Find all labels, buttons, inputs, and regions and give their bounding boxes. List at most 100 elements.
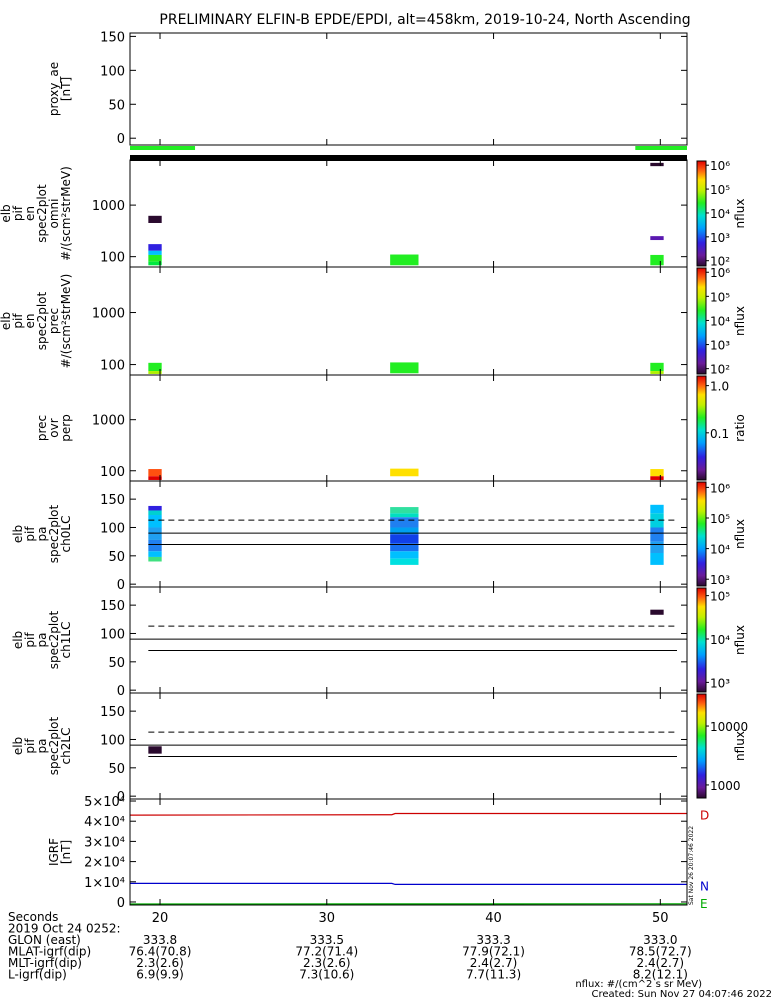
colorbar-gradient [696,587,707,693]
y-tick-label: 100 [100,521,125,536]
colorbar-ch2LC: 10000 1000 nflux [696,693,748,799]
data-cell [650,469,664,477]
data-cell [390,551,419,559]
y-axis-label: elb [0,312,13,330]
panel-frame [129,374,688,482]
data-cell [148,254,162,262]
panel-IGRF: D NE 5×10⁴ 4×10⁴ 3×10⁴ 2×10⁴ 1×10⁴ 0 IGRF[nT] [47,795,709,911]
y-tick-label: 1000 [92,307,125,322]
y-axis-label: elb [11,525,25,543]
footer-row-label: 2019 Oct 24 0252: [8,922,121,936]
footer-row-value: 2.3(2.6) [136,956,184,970]
colorbar-tick-label: 10² [710,255,730,269]
y-tick-label: 4×10⁴ [84,815,125,830]
y-tick-label: 1×10⁴ [84,876,125,891]
colorbar-label: nflux [733,625,747,655]
colorbar-tick-label: 10⁶ [710,481,730,495]
colorbar-tick-label: 10⁶ [710,159,730,173]
panel-frame [129,586,688,694]
data-cell [148,515,162,528]
x-tick-label: 30 [319,911,336,926]
panel-frame [129,266,688,376]
data-cell [650,527,664,542]
y-axis-label: #/(scm²strMeV) [59,274,73,369]
colorbar-ch0LC: 10⁶ 10⁵ 10⁴ 10³ nflux [696,481,747,587]
y-tick-label: 150 [100,599,125,614]
created-timestamp: Created: Sun Nov 27 04:07:46 2022 [592,989,772,1000]
data-cell [148,510,162,516]
colorbar-tick-label: 1000 [710,779,741,793]
footer-row-value: 77.9(72.1) [462,945,525,959]
y-tick-label: 0 [117,790,125,805]
data-cell [148,261,162,266]
y-axis-label: pif [23,632,37,648]
panel-frame [129,32,688,146]
footer-row-value: 2.3(2.6) [303,956,351,970]
y-axis-label: spec2plot [35,291,49,350]
colorbar-gradient [696,693,707,799]
orbit-bar [130,155,687,161]
data-cell [650,162,664,167]
y-axis-label: ch1LC [59,622,73,659]
colorbar-label: nflux [733,731,747,761]
coverage-bar [635,146,687,150]
colorbar-label: nflux [733,306,747,336]
data-cell [390,527,419,535]
series-line-D [129,812,687,816]
data-cell [390,517,419,528]
y-tick-label: 50 [108,656,125,671]
y-axis-label: spec2plot [47,504,61,563]
y-tick-label: 150 [100,493,125,508]
y-tick-label: 50 [108,550,125,565]
data-cell [148,539,162,552]
y-axis-label: elb [0,204,13,222]
y-tick-label: 100 [100,733,125,748]
y-tick-label: 5×10⁴ [84,795,125,810]
data-cell [650,254,664,266]
colorbar-gradient [696,481,707,587]
colorbar-gradient [696,160,707,267]
y-tick-label: 0 [117,132,125,147]
y-axis-label: pa [35,633,49,648]
panel-frame [129,159,688,268]
data-cell [650,552,664,565]
colorbar-ch1LC: 10⁵ 10⁴ 10³ nflux [696,587,747,693]
footer-row-value: 333.0 [643,933,677,947]
coverage-bar [130,146,196,150]
data-cell [650,371,664,374]
y-axis-label: IGRF [47,838,61,866]
data-cell [148,469,162,477]
y-axis-label: pa [35,739,49,754]
colorbar-gradient [696,375,707,481]
data-cell [148,505,162,511]
colorbar-label: nflux [733,199,747,229]
y-axis-label: proxy_ae [47,62,61,116]
colorbar-gradient [696,267,707,375]
colorbar-tick-label: 10⁵ [710,290,730,304]
colorbar-tick-label: 10⁴ [710,207,730,221]
y-tick-label: 100 [100,627,125,642]
y-tick-label: 3×10⁴ [84,835,125,850]
y-axis-label: [nT] [59,840,73,864]
legend-label-N: N [700,879,709,893]
y-tick-label: 50 [108,98,125,113]
y-axis-label: perp [59,414,73,442]
colorbar-tick-label: 0.1 [710,427,729,441]
footer-row-label: L-igrf(dip) [8,968,67,982]
footer-row-value: 7.3(10.6) [299,968,354,982]
y-tick-label: 0 [117,578,125,593]
panel-proxy_ae: 150 100 50 0 proxy_ae[nT] [47,30,688,150]
x-tick-label: 40 [485,911,502,926]
data-cell [148,476,162,480]
data-cell [650,236,664,241]
y-axis-label: pif [23,738,37,754]
y-axis-label: pif [11,205,25,221]
panel-frame [129,692,688,800]
colorbar-tick-label: 1.0 [710,380,729,394]
y-tick-label: 150 [100,30,125,45]
y-tick-label: 100 [100,251,125,266]
x-tick-label: 20 [152,911,169,926]
colorbar-tick-label: 10⁴ [710,543,730,557]
